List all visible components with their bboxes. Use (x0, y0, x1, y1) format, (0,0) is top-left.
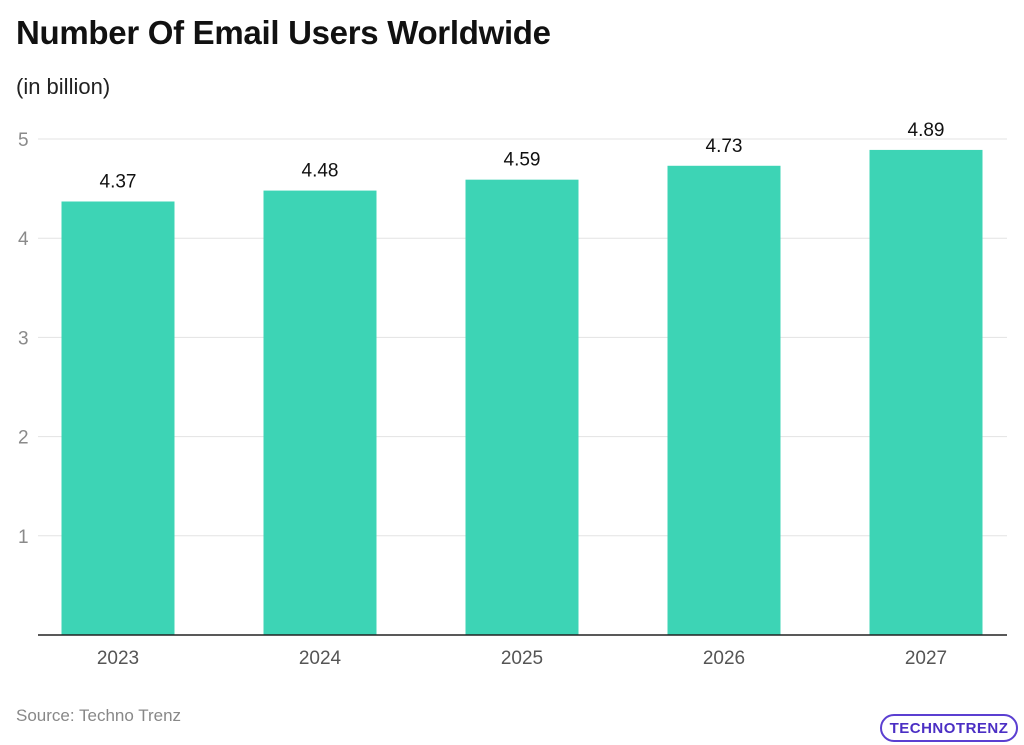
chart-title: Number Of Email Users Worldwide (16, 14, 551, 51)
y-tick-label: 2 (18, 428, 29, 449)
x-tick-label: 2027 (905, 648, 947, 669)
bars (61, 149, 983, 636)
value-label: 4.59 (504, 150, 541, 171)
value-label: 4.73 (706, 136, 743, 157)
value-labels: 4.37 4.48 4.59 4.73 4.89 (100, 120, 945, 193)
y-tick-label: 3 (18, 328, 29, 349)
y-tick-label: 1 (18, 527, 29, 548)
x-tick-label: 2026 (703, 648, 745, 669)
value-label: 4.89 (908, 120, 945, 141)
value-label: 4.48 (302, 161, 339, 182)
value-label: 4.37 (100, 171, 137, 192)
bar-2023 (61, 201, 175, 635)
y-tick-label: 5 (18, 130, 29, 151)
y-axis-ticks: 1 2 3 4 5 (18, 130, 29, 548)
logo-text: TECHNOTRENZ (889, 719, 1009, 737)
bar-2027 (869, 149, 983, 636)
source-note: Source: Techno Trenz (16, 706, 182, 725)
techno-trenz-logo: TECHNOTRENZ (880, 714, 1018, 742)
chart-subtitle: (in billion) (16, 74, 111, 99)
x-tick-label: 2025 (501, 648, 543, 669)
x-axis-ticks: 2023 2024 2025 2026 2027 (97, 648, 947, 669)
bar-2024 (263, 190, 377, 636)
y-tick-label: 4 (18, 229, 29, 250)
x-tick-label: 2024 (299, 648, 342, 669)
x-tick-label: 2023 (97, 648, 139, 669)
bar-2025 (465, 179, 579, 635)
bar-2026 (667, 165, 781, 635)
